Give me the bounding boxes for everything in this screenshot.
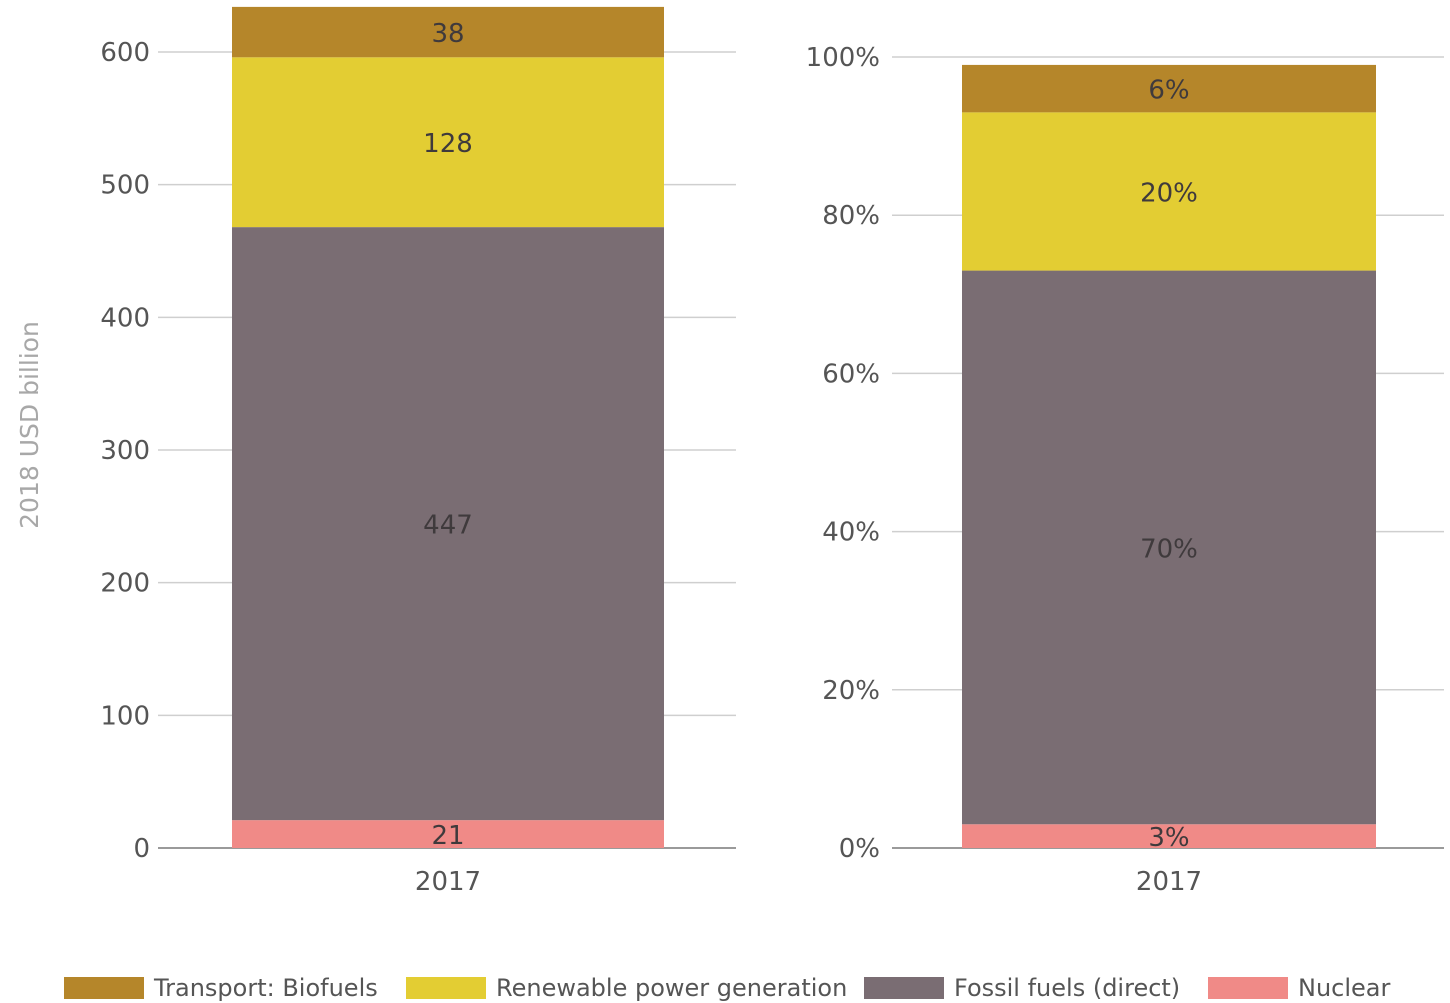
- legend-item-renewable-power: Renewable power generation: [406, 972, 847, 1003]
- left-y-tick-label: 300: [100, 436, 150, 466]
- legend-item-fossil-fuels: Fossil fuels (direct): [864, 972, 1180, 1003]
- left-y-tick-label: 200: [100, 569, 150, 599]
- right-bar-segment-transport-biofuels: [962, 64, 1376, 113]
- legend: Transport: Biofuels Renewable power gene…: [0, 972, 1450, 1003]
- left-bar-segment-transport-biofuels: [232, 6, 664, 58]
- legend-label-renewable-power: Renewable power generation: [496, 973, 848, 1002]
- left-y-tick-label: 0: [133, 834, 150, 864]
- absolute-investment-chart: 0 100 200 300 400 500 600 21 447 128 38 2017: [100, 6, 736, 897]
- legend-swatch-nuclear: [1208, 976, 1288, 999]
- right-y-tick-label: 100%: [806, 43, 880, 73]
- right-y-tick-label: 60%: [822, 359, 880, 389]
- left-y-tick-label: 600: [100, 38, 150, 68]
- right-x-category-label: 2017: [1136, 867, 1202, 897]
- legend-label-fossil-fuels: Fossil fuels (direct): [954, 973, 1181, 1002]
- right-data-label-fossil-fuels-direct: 70%: [1140, 534, 1198, 564]
- left-data-label-renewable-power-generation: 128: [423, 129, 473, 159]
- legend-label-nuclear: Nuclear: [1298, 973, 1391, 1002]
- right-bar-segment-nuclear: [962, 824, 1376, 848]
- legend-swatch-biofuels: [64, 976, 144, 999]
- right-bar-segment-fossil-fuels-direct: [962, 270, 1376, 825]
- share-investment-chart: 0% 20% 40% 60% 80% 100% 3% 70% 20% 6% 2017: [806, 43, 1444, 897]
- left-y-tick-label: 100: [100, 701, 150, 731]
- right-data-label-transport-biofuels: 6%: [1148, 76, 1189, 106]
- left-data-label-transport-biofuels: 38: [431, 19, 464, 49]
- legend-swatch-fossil-fuels: [864, 976, 944, 999]
- right-data-label-nuclear: 3%: [1148, 823, 1189, 853]
- left-x-category-label: 2017: [415, 867, 481, 897]
- left-data-label-fossil-fuels-direct: 447: [423, 511, 473, 541]
- right-y-tick-label: 20%: [822, 676, 880, 706]
- left-bar-segment-fossil-fuels-direct: [232, 227, 664, 821]
- legend-label-biofuels: Transport: Biofuels: [154, 973, 378, 1002]
- left-data-label-nuclear: 21: [431, 821, 464, 851]
- right-data-label-renewable-power-generation: 20%: [1140, 178, 1198, 208]
- left-bar-segment-renewable-power-generation: [232, 57, 664, 228]
- y-axis-label: 2018 USD billion: [15, 321, 44, 529]
- left-bar-segment-nuclear: [232, 820, 664, 848]
- right-y-tick-label: 80%: [822, 201, 880, 231]
- legend-item-nuclear: Nuclear: [1208, 972, 1390, 1003]
- legend-item-biofuels: Transport: Biofuels: [64, 972, 378, 1003]
- right-y-tick-label: 40%: [822, 518, 880, 548]
- left-y-tick-label: 400: [100, 303, 150, 333]
- legend-swatch-renewable-power: [406, 976, 486, 999]
- right-bar-segment-renewable-power-generation: [962, 112, 1376, 271]
- right-y-tick-label: 0%: [839, 834, 880, 864]
- left-y-tick-label: 500: [100, 171, 150, 201]
